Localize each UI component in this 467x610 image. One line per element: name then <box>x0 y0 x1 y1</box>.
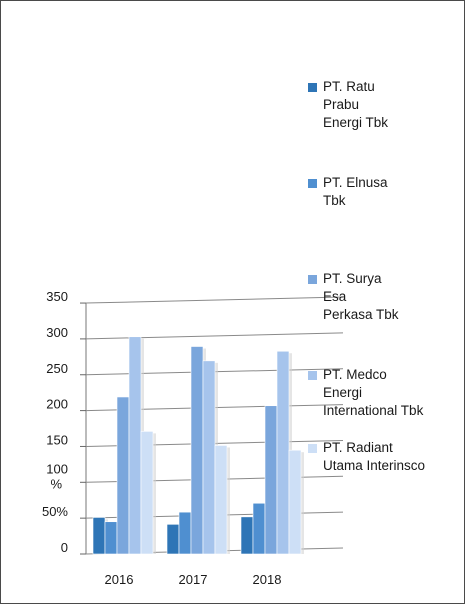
x-tick-label: 2017 <box>179 572 208 587</box>
legend-swatch <box>308 179 317 188</box>
bar <box>288 449 302 555</box>
bar <box>128 336 142 555</box>
bar <box>92 517 106 555</box>
legend-swatch <box>308 275 317 284</box>
y-tick-label: 100% <box>46 461 68 491</box>
bar <box>214 445 228 555</box>
bar <box>264 405 278 555</box>
y-tick-label: 200 <box>46 397 68 412</box>
bar <box>178 511 192 555</box>
y-tick-label: 300 <box>46 325 68 340</box>
bar <box>202 360 216 555</box>
bar <box>190 346 204 555</box>
y-tick-label: 0 <box>61 540 68 555</box>
legend-label: Prabu <box>323 97 359 112</box>
bars <box>92 336 304 555</box>
legend-label: Perkasa Tbk <box>323 307 399 322</box>
x-tick-label: 2018 <box>253 572 282 587</box>
x-axis-ticks: 2016 2017 2018 <box>105 572 282 587</box>
y-tick-label: 350 <box>46 289 68 304</box>
bar <box>116 396 130 555</box>
legend-label: PT. Radiant <box>323 440 393 455</box>
legend-swatch <box>308 444 317 453</box>
bar <box>166 524 180 555</box>
legend-label: International Tbk <box>323 403 424 418</box>
x-tick-label: 2016 <box>105 572 134 587</box>
y-tick-label: 150 <box>46 432 68 447</box>
legend-label: PT. Elnusa <box>323 175 388 190</box>
y-tick-label: 250 <box>46 361 68 376</box>
legend-label: PT. Surya <box>323 271 382 286</box>
bar <box>276 350 290 555</box>
y-tick-label: 50% <box>42 504 68 519</box>
legend-swatch <box>308 83 317 92</box>
legend-label: Utama Interinsco <box>323 458 425 473</box>
bar <box>104 521 118 555</box>
legend-label: Esa <box>323 289 347 304</box>
bar <box>252 502 266 555</box>
legend-label: Energi Tbk <box>323 115 388 130</box>
legend-label: PT. Ratu <box>323 79 375 94</box>
gridline <box>85 332 344 340</box>
bar <box>140 431 154 555</box>
legend-label: Tbk <box>323 193 346 208</box>
legend-swatch <box>308 371 317 380</box>
y-axis-ticks: 0 50% 100 % 150 200 250 300 350 <box>42 289 68 555</box>
legend-label: PT. Medco <box>323 367 387 382</box>
legend: PT. Ratu Prabu Energi Tbk PT. Elnusa Tbk PT. … <box>308 79 425 473</box>
legend-label: Energi <box>323 385 362 400</box>
bar <box>240 516 254 555</box>
gridline <box>85 296 344 304</box>
